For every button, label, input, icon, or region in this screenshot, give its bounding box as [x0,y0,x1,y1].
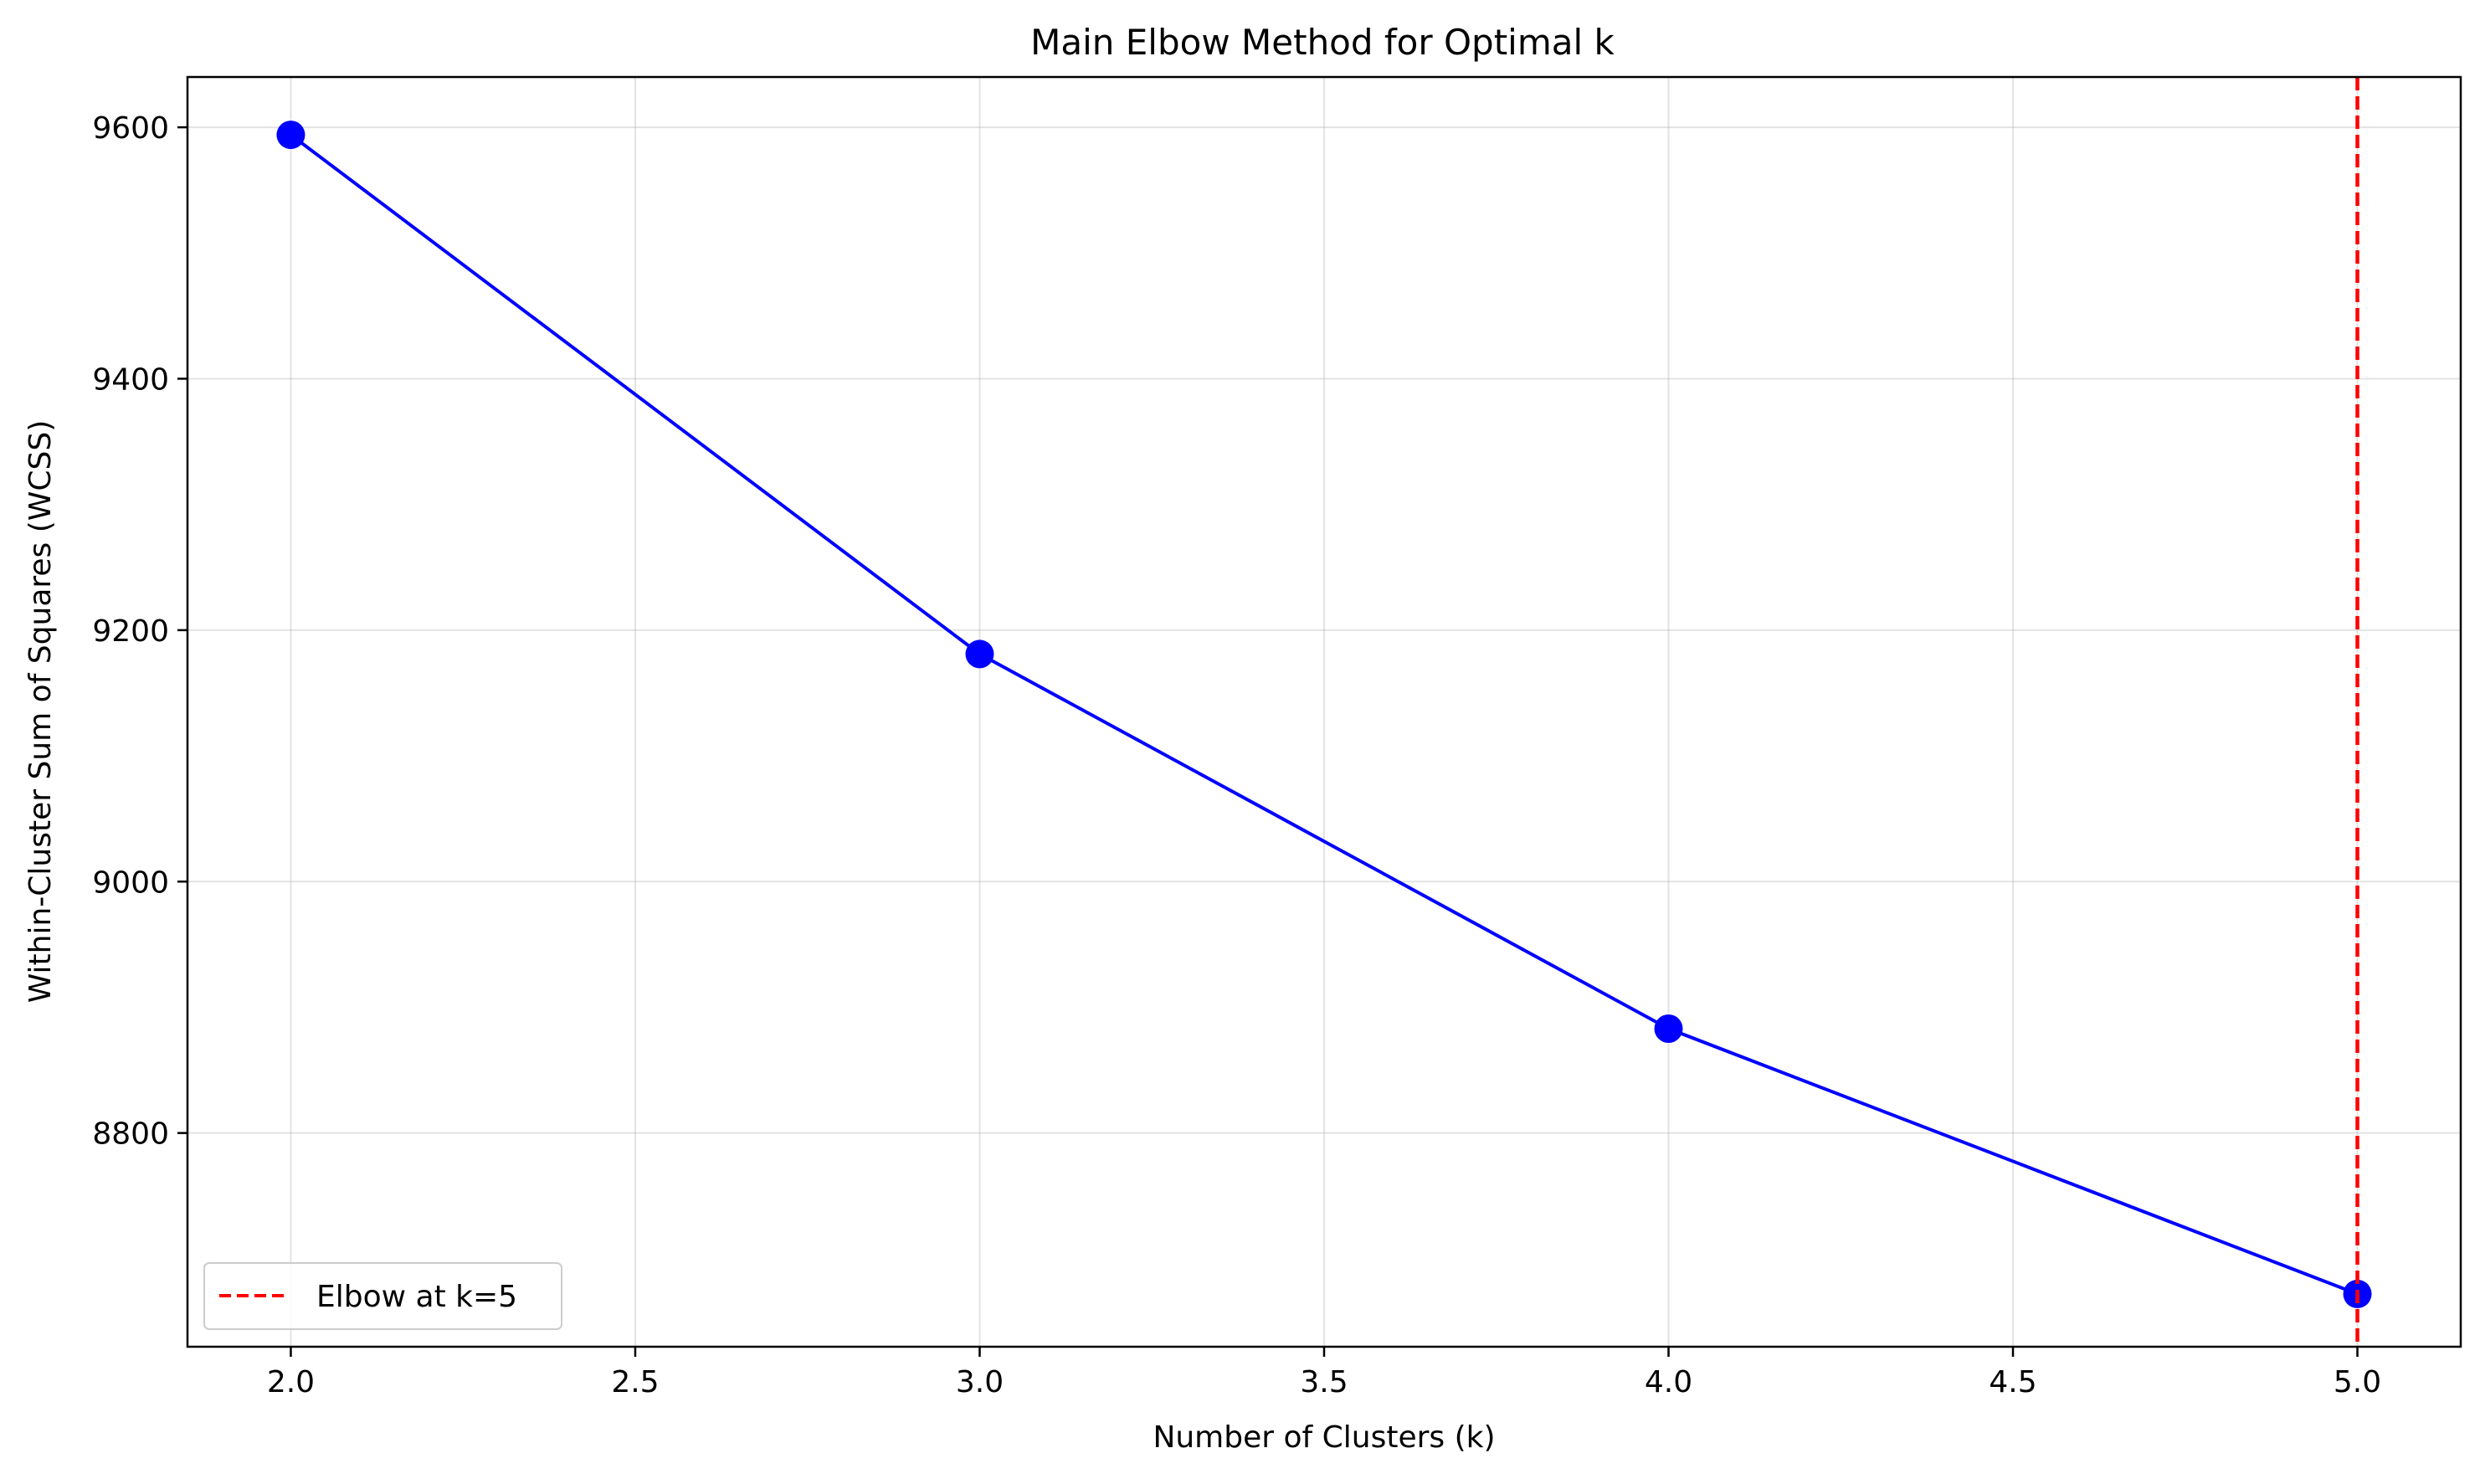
legend-box [203,1262,562,1330]
x-tick-label: 4.0 [1645,1365,1692,1399]
grid-lines [187,77,2461,1347]
data-point [1654,1014,1683,1043]
ticks: 2.0 2.5 3.0 3.5 4.0 4.5 5.0 8800 9000 9200 9400 960… [92,111,2381,1399]
x-tick-label: 3.5 [1300,1365,1348,1399]
x-tick-label: 3.0 [956,1365,1004,1399]
y-tick-label: 9400 [92,362,169,397]
x-tick-label: 4.5 [1989,1365,2036,1399]
y-tick-label: 8800 [92,1117,169,1152]
data-point [276,121,305,150]
y-axis-label: Within-Cluster Sum of Squares (WCSS) [23,420,58,1004]
y-tick-label: 9200 [92,614,169,649]
x-tick-label: 5.0 [2334,1365,2381,1399]
x-tick-label: 2.5 [611,1365,659,1399]
y-tick-label: 9600 [92,111,169,146]
legend-label-elbow: Elbow at k=5 [316,1280,517,1314]
x-axis-label: Number of Clusters (k) [1153,1420,1495,1455]
series-line [290,133,2359,1296]
x-tick-label: 2.0 [267,1365,315,1399]
legend: Elbow at k=5 [203,1262,562,1330]
y-tick-label: 9000 [92,865,169,900]
chart-title: Main Elbow Method for Optimal k [1030,22,1615,63]
data-point [965,639,994,669]
